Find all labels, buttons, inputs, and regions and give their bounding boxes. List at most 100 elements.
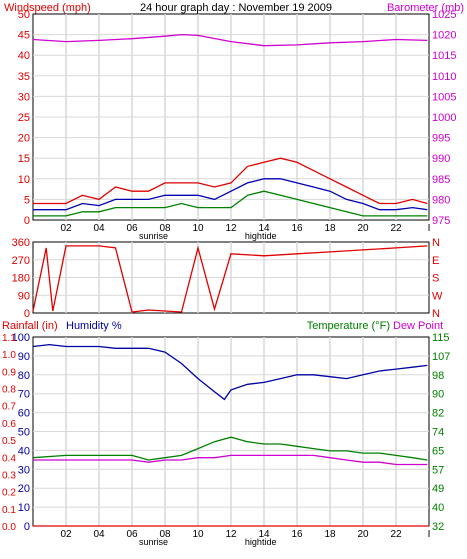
x-tick-label: 14 [258, 223, 270, 234]
y-tick-temperature: 74 [432, 427, 444, 439]
y-tick-humidity: 80 [18, 370, 30, 382]
y-tick-rainfall: 0.0 [2, 522, 16, 533]
y-tick-compass: W [432, 290, 443, 302]
dewpoint-label: Dew Point [393, 320, 443, 332]
series-dewpoint [33, 454, 428, 466]
y-tick-rainfall: 0.8 [2, 385, 16, 396]
y-tick-rainfall: 0.4 [2, 453, 16, 464]
y-tick-direction: 360 [12, 237, 30, 249]
y-tick-barometer: 1020 [432, 30, 456, 42]
y-tick-humidity: 40 [18, 445, 30, 457]
series-wind_min [33, 190, 428, 217]
y-tick-windspeed: 40 [18, 50, 30, 62]
y-tick-windspeed: 0 [24, 215, 30, 227]
temperature-label: Temperature (°F) [307, 320, 390, 332]
y-tick-humidity: 90 [18, 351, 30, 363]
y-tick-direction: 0 [24, 308, 30, 320]
x-tick-label: 02 [60, 223, 72, 234]
x-tick-label: 10 [192, 223, 204, 234]
y-tick-humidity: 50 [18, 427, 30, 439]
y-tick-compass: S [432, 273, 439, 285]
sunrise-marker: sunrise [139, 537, 168, 547]
series-temperature [32, 436, 428, 461]
x-tick-label: 12 [225, 223, 237, 234]
y-tick-direction: 90 [18, 290, 30, 302]
y-tick-humidity: 100 [12, 332, 30, 344]
y-tick-windspeed: 20 [18, 133, 30, 145]
y-tick-direction: 180 [12, 273, 30, 285]
x-tick-label: 22 [390, 223, 402, 234]
y-tick-rainfall: 0.5 [2, 436, 16, 447]
y-tick-windspeed: 10 [18, 174, 30, 186]
y-tick-temperature: 115 [432, 332, 450, 344]
y-tick-windspeed: 30 [18, 91, 30, 103]
x-tick-label: 12 [225, 529, 237, 540]
y-tick-rainfall: 0.6 [2, 419, 16, 430]
x-tick-label: 18 [324, 223, 336, 234]
y-tick-barometer: 990 [432, 153, 450, 165]
y-tick-windspeed: 50 [18, 9, 30, 21]
series-humidity [32, 343, 428, 401]
x-tick-label: 08 [159, 223, 171, 234]
x-tick-label: 20 [357, 529, 369, 540]
x-tick-label: 02 [60, 529, 72, 540]
x-tick-label: I [428, 529, 431, 540]
y-tick-compass: E [432, 255, 439, 267]
y-tick-rainfall: 1.1 [2, 333, 16, 344]
x-tick-label: 14 [258, 529, 270, 540]
y-tick-rainfall: 0.9 [2, 367, 16, 378]
windspeed-label: Windspeed (mph) [4, 2, 91, 14]
x-tick-label: 22 [390, 529, 402, 540]
y-tick-compass: N [432, 308, 440, 320]
y-tick-barometer: 1015 [432, 50, 456, 62]
y-tick-compass: N [432, 237, 440, 249]
x-tick-label: 16 [291, 529, 303, 540]
y-tick-barometer: 1025 [432, 9, 456, 21]
y-tick-barometer: 975 [432, 215, 450, 227]
y-tick-windspeed: 45 [18, 30, 30, 42]
series-wind_gust [33, 157, 428, 205]
y-tick-humidity: 0 [24, 521, 30, 533]
y-tick-rainfall: 1.0 [2, 350, 16, 361]
y-tick-temperature: 82 [432, 408, 444, 420]
chart-title: 24 hour graph day : November 19 2009 [140, 2, 332, 14]
x-tick-label: I [428, 223, 431, 234]
hightide-marker: hightide [245, 537, 277, 547]
y-tick-rainfall: 0.7 [2, 402, 16, 413]
hightide-marker: hightide [245, 231, 277, 241]
y-tick-humidity: 60 [18, 408, 30, 420]
x-tick-label: 20 [357, 223, 369, 234]
x-tick-label: 04 [93, 223, 105, 234]
y-tick-windspeed: 5 [24, 194, 30, 206]
y-tick-temperature: 65 [432, 445, 444, 457]
y-tick-humidity: 20 [18, 483, 30, 495]
series-direction [32, 245, 428, 313]
y-tick-humidity: 30 [18, 464, 30, 476]
y-tick-barometer: 1010 [432, 71, 456, 83]
x-tick-label: 10 [192, 529, 204, 540]
y-tick-direction: 270 [12, 255, 30, 267]
y-tick-rainfall: 0.1 [2, 505, 16, 516]
y-tick-humidity: 70 [18, 389, 30, 401]
series-wind_avg [33, 178, 428, 211]
y-tick-temperature: 49 [432, 483, 444, 495]
y-tick-barometer: 980 [432, 194, 450, 206]
barometer-label: Barometer (mb) [387, 2, 464, 14]
x-tick-label: 08 [159, 529, 171, 540]
x-tick-label: 06 [126, 223, 138, 234]
y-tick-rainfall: 0.2 [2, 488, 16, 499]
x-tick-label: 16 [291, 223, 303, 234]
humidity-label: Humidity % [66, 320, 122, 332]
x-tick-label: 06 [126, 529, 138, 540]
y-tick-windspeed: 15 [18, 153, 30, 165]
y-tick-rainfall: 0.3 [2, 470, 16, 481]
y-tick-temperature: 32 [432, 521, 444, 533]
y-tick-temperature: 98 [432, 370, 444, 382]
y-tick-windspeed: 35 [18, 71, 30, 83]
y-tick-barometer: 995 [432, 133, 450, 145]
y-tick-temperature: 57 [432, 464, 444, 476]
y-tick-barometer: 1005 [432, 91, 456, 103]
y-tick-temperature: 107 [432, 351, 450, 363]
y-tick-temperature: 40 [432, 502, 444, 514]
